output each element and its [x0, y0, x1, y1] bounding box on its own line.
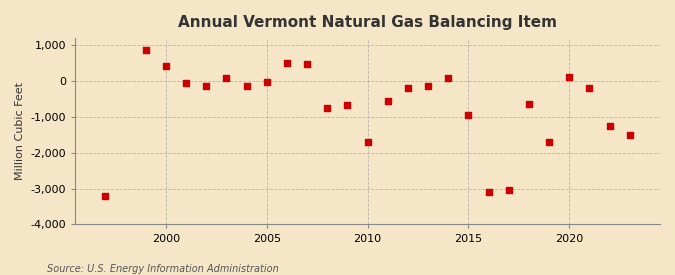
Point	[483, 190, 494, 194]
Point	[504, 188, 514, 192]
Point	[322, 106, 333, 110]
Point	[564, 75, 574, 79]
Point	[281, 61, 292, 65]
Point	[261, 80, 272, 84]
Point	[241, 84, 252, 89]
Point	[443, 76, 454, 81]
Point	[423, 84, 433, 89]
Point	[524, 102, 535, 107]
Point	[382, 99, 393, 103]
Text: Source: U.S. Energy Information Administration: Source: U.S. Energy Information Administ…	[47, 264, 279, 274]
Y-axis label: Million Cubic Feet: Million Cubic Feet	[15, 82, 25, 180]
Title: Annual Vermont Natural Gas Balancing Item: Annual Vermont Natural Gas Balancing Ite…	[178, 15, 557, 30]
Point	[624, 133, 635, 137]
Point	[543, 140, 554, 144]
Point	[584, 86, 595, 90]
Point	[161, 64, 171, 68]
Point	[604, 124, 615, 128]
Point	[402, 86, 413, 90]
Point	[181, 81, 192, 85]
Point	[463, 113, 474, 117]
Point	[201, 84, 212, 89]
Point	[100, 194, 111, 198]
Point	[342, 103, 353, 108]
Point	[302, 62, 313, 67]
Point	[140, 47, 151, 52]
Point	[362, 140, 373, 144]
Point	[221, 75, 232, 80]
